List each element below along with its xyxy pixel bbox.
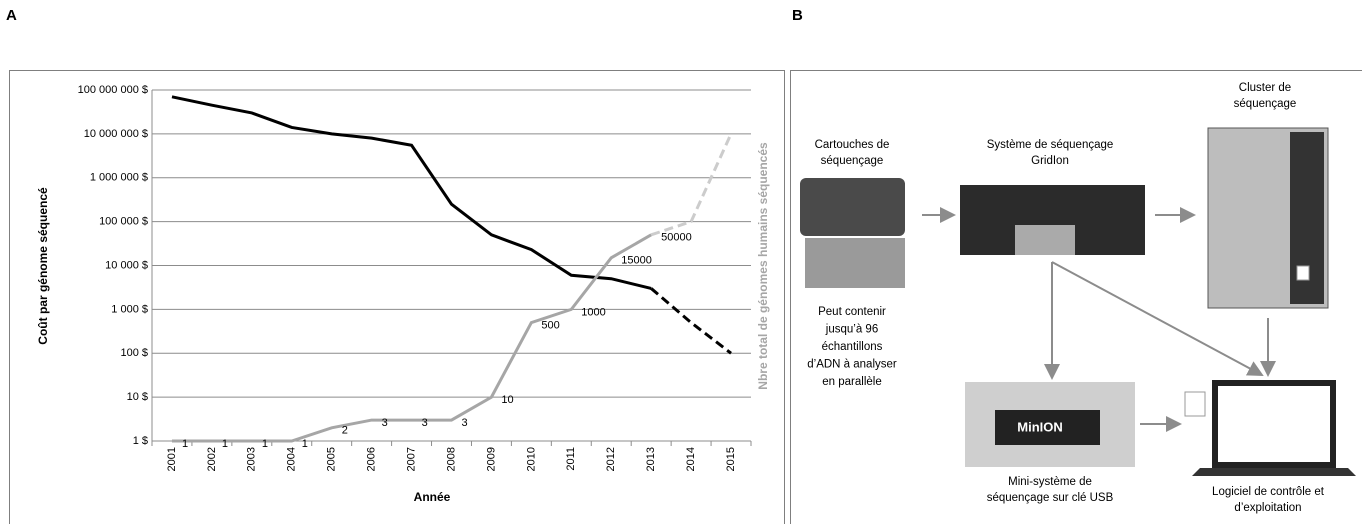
data-label: 3 bbox=[462, 417, 468, 429]
plug-image bbox=[1185, 392, 1205, 416]
data-label: 500 bbox=[541, 319, 559, 331]
series-line bbox=[172, 97, 651, 289]
data-label: 1 bbox=[182, 438, 188, 450]
caption: Cartouches de bbox=[815, 139, 890, 151]
panel-label: A bbox=[6, 7, 17, 24]
data-label: 2 bbox=[342, 425, 348, 437]
laptop-image bbox=[1192, 468, 1356, 476]
x-tick-label: 2004 bbox=[286, 447, 298, 471]
caption: échantillons bbox=[822, 341, 883, 353]
y-tick-label: 1 000 $ bbox=[111, 303, 148, 315]
y2-axis-title: Nbre total de génomes humains séquencés bbox=[756, 142, 770, 390]
series-line bbox=[651, 288, 731, 353]
x-axis-title: Année bbox=[414, 490, 451, 504]
x-tick-label: 2014 bbox=[685, 447, 697, 471]
caption: séquençage bbox=[821, 155, 884, 167]
data-label: 50000 bbox=[661, 232, 692, 244]
x-tick-label: 2001 bbox=[166, 447, 178, 471]
y-tick-label: 100 000 000 $ bbox=[78, 84, 148, 96]
caption: jusqu’à 96 bbox=[825, 324, 878, 336]
panel-label: B bbox=[792, 7, 803, 24]
y-tick-label: 100 $ bbox=[120, 347, 148, 359]
caption: GridIon bbox=[1031, 155, 1069, 167]
caption: d’ADN à analyser bbox=[807, 359, 897, 371]
y-tick-label: 1 $ bbox=[133, 435, 148, 447]
data-label: 10 bbox=[501, 394, 513, 406]
series-line bbox=[651, 134, 731, 235]
y-tick-label: 100 000 $ bbox=[99, 216, 148, 228]
y-tick-label: 10 $ bbox=[127, 391, 148, 403]
device-label: MinION bbox=[1017, 419, 1063, 434]
cartridge-image bbox=[800, 178, 905, 236]
x-tick-label: 2011 bbox=[565, 447, 577, 471]
figure: A B Coût par génome séquencé Nbre total … bbox=[0, 0, 1362, 524]
y-axis-title: Coût par génome séquencé bbox=[36, 187, 50, 345]
data-label: 15000 bbox=[621, 255, 652, 267]
x-tick-label: 2005 bbox=[326, 447, 338, 471]
x-tick-label: 2010 bbox=[525, 447, 537, 471]
caption: Peut contenir bbox=[818, 306, 886, 318]
y-tick-label: 10 000 000 $ bbox=[84, 128, 148, 140]
caption: Mini-système de bbox=[1008, 476, 1092, 488]
data-label: 1 bbox=[262, 438, 268, 450]
x-tick-label: 2009 bbox=[485, 447, 497, 471]
caption: séquençage bbox=[1234, 98, 1297, 110]
x-tick-label: 2008 bbox=[445, 447, 457, 471]
data-label: 1 bbox=[222, 438, 228, 450]
plug-image bbox=[1297, 266, 1309, 280]
x-tick-label: 2006 bbox=[366, 447, 378, 471]
y-tick-label: 1 000 000 $ bbox=[90, 172, 148, 184]
x-tick-label: 2007 bbox=[405, 447, 417, 471]
gridion-image bbox=[1015, 225, 1075, 255]
x-tick-label: 2013 bbox=[645, 447, 657, 471]
x-tick-label: 2012 bbox=[605, 447, 617, 471]
cartridge-image bbox=[805, 238, 905, 288]
data-label: 3 bbox=[422, 417, 428, 429]
x-tick-label: 2003 bbox=[246, 447, 258, 471]
x-tick-label: 2015 bbox=[725, 447, 737, 471]
caption: Système de séquençage bbox=[987, 139, 1114, 151]
data-label: 1000 bbox=[581, 306, 605, 318]
caption: Cluster de bbox=[1239, 82, 1291, 94]
data-label: 1 bbox=[302, 438, 308, 450]
caption: en parallèle bbox=[822, 376, 881, 388]
caption: Logiciel de contrôle et bbox=[1212, 486, 1325, 498]
laptop-image bbox=[1215, 383, 1333, 465]
chart: Coût par génome séquencé Nbre total de g… bbox=[36, 84, 770, 504]
y-tick-label: 10 000 $ bbox=[105, 259, 148, 271]
data-label: 3 bbox=[382, 417, 388, 429]
caption: d’exploitation bbox=[1234, 502, 1301, 514]
x-tick-label: 2002 bbox=[206, 447, 218, 471]
caption: séquençage sur clé USB bbox=[987, 492, 1114, 504]
